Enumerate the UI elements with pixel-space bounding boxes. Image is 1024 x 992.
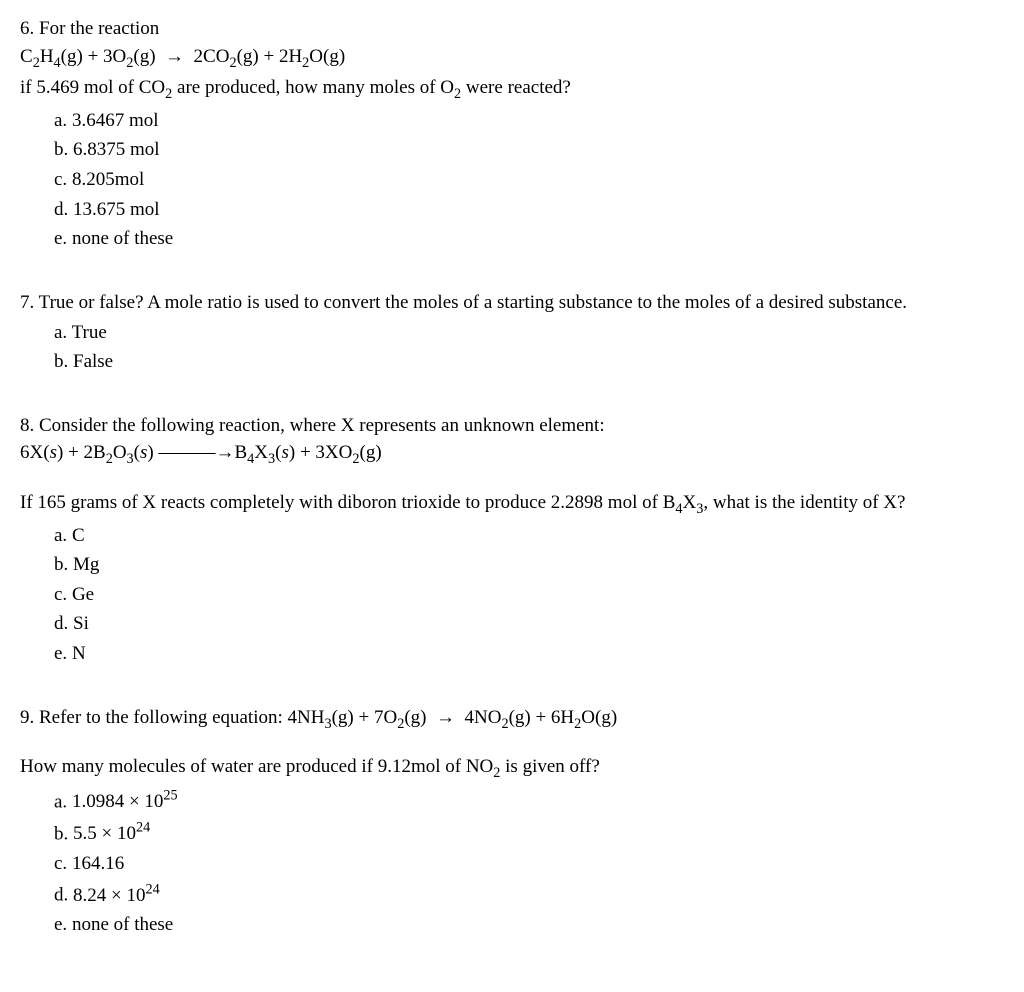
question-number: 9. xyxy=(20,707,34,728)
choice-a: a. True xyxy=(54,320,1004,346)
choice-e: e. none of these xyxy=(54,226,1004,252)
question-9-lead: 9. Refer to the following equation: 4NH3… xyxy=(20,705,1004,734)
question-6: 6. For the reaction C2H4(g) + 3O2(g) → 2… xyxy=(20,16,1004,252)
question-7: 7. True or false? A mole ratio is used t… xyxy=(20,290,1004,375)
question-9: 9. Refer to the following equation: 4NH3… xyxy=(20,705,1004,938)
question-6-choices: a. 3.6467 mol b. 6.8375 mol c. 8.205mol … xyxy=(54,108,1004,252)
choice-b: b. Mg xyxy=(54,552,1004,578)
question-9-equation: 4NH3(g) + 7O2(g) → 4NO2(g) + 6H2O(g) xyxy=(288,707,618,728)
question-7-choices: a. True b. False xyxy=(54,320,1004,375)
choice-e: e. none of these xyxy=(54,912,1004,938)
question-6-equation: C2H4(g) + 3O2(g) → 2CO2(g) + 2H2O(g) xyxy=(20,44,1004,73)
question-number: 8. xyxy=(20,415,34,436)
lead-text: Refer to the following equation: xyxy=(39,707,283,728)
prompt-text: True or false? A mole ratio is used to c… xyxy=(39,292,907,313)
question-8-lead: 8. Consider the following reaction, wher… xyxy=(20,413,1004,439)
question-8-equation: 6X(s) + 2B2O3(s) ———→B4X3(s) + 3XO2(g) xyxy=(20,440,1004,469)
question-8-choices: a. C b. Mg c. Ge d. Si e. N xyxy=(54,523,1004,667)
choice-b: b. False xyxy=(54,349,1004,375)
question-6-prompt: if 5.469 mol of CO2 are produced, how ma… xyxy=(20,75,1004,104)
choice-d: d. 8.24 × 1024 xyxy=(54,880,1004,908)
question-6-lead: 6. For the reaction xyxy=(20,16,1004,42)
choice-a: a. 1.0984 × 1025 xyxy=(54,787,1004,815)
lead-text: Consider the following reaction, where X… xyxy=(39,415,605,436)
choice-c: c. Ge xyxy=(54,582,1004,608)
choice-d: d. Si xyxy=(54,611,1004,637)
choice-d: d. 13.675 mol xyxy=(54,197,1004,223)
question-9-choices: a. 1.0984 × 1025 b. 5.5 × 1024 c. 164.16… xyxy=(54,787,1004,938)
question-number: 6. xyxy=(20,18,34,39)
choice-a: a. 3.6467 mol xyxy=(54,108,1004,134)
choice-b: b. 6.8375 mol xyxy=(54,137,1004,163)
question-9-prompt: How many molecules of water are produced… xyxy=(20,754,1004,783)
question-8: 8. Consider the following reaction, wher… xyxy=(20,413,1004,667)
choice-e: e. N xyxy=(54,641,1004,667)
choice-b: b. 5.5 × 1024 xyxy=(54,819,1004,847)
choice-c: c. 164.16 xyxy=(54,851,1004,877)
question-7-prompt: 7. True or false? A mole ratio is used t… xyxy=(20,290,1004,316)
question-number: 7. xyxy=(20,292,34,313)
choice-c: c. 8.205mol xyxy=(54,167,1004,193)
lead-text: For the reaction xyxy=(39,18,159,39)
question-8-prompt: If 165 grams of X reacts completely with… xyxy=(20,490,1004,519)
choice-a: a. C xyxy=(54,523,1004,549)
